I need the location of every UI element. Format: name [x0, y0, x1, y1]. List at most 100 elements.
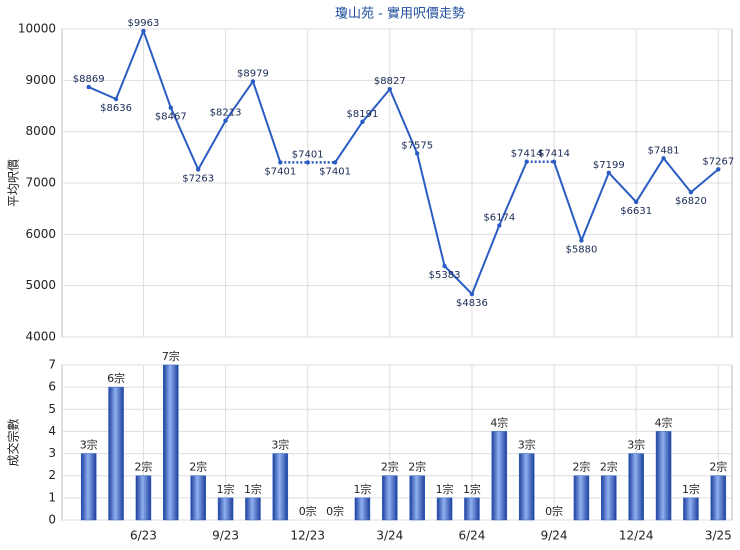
- bar: [464, 497, 480, 521]
- data-label: $8213: [210, 108, 242, 119]
- data-label: $7199: [593, 160, 625, 171]
- data-label: 4宗: [490, 415, 508, 429]
- data-label: 1宗: [436, 482, 454, 496]
- point: [414, 151, 420, 156]
- line-segment: [471, 225, 501, 295]
- data-label: $7414: [511, 149, 543, 160]
- y-tick-label: 4000: [25, 330, 56, 344]
- bar: [108, 386, 124, 521]
- data-label: 6宗: [107, 371, 125, 385]
- bar: [190, 475, 206, 521]
- point: [469, 291, 475, 297]
- bar: [163, 364, 179, 521]
- data-label: $7575: [401, 140, 433, 151]
- line-segment: [635, 157, 665, 203]
- line-segment: [115, 30, 145, 100]
- x-tick-label: 6/24: [458, 529, 485, 543]
- data-label: 3宗: [271, 438, 289, 452]
- data-label: 0宗: [299, 504, 317, 518]
- x-tick-label: 3/24: [376, 529, 403, 543]
- point: [141, 28, 146, 34]
- data-label: 0宗: [326, 504, 344, 518]
- line-segment: [224, 80, 254, 122]
- y-tick-label: 5000: [25, 278, 56, 292]
- x-tick-label: 9/23: [212, 529, 239, 543]
- point: [223, 118, 228, 123]
- line-segment: [580, 172, 610, 241]
- bar: [628, 453, 644, 521]
- data-label: 1宗: [682, 482, 700, 496]
- data-label: $7267: [702, 156, 734, 167]
- data-label: 2宗: [134, 460, 152, 474]
- y-tick-label: 6: [48, 380, 56, 394]
- line-segment: [416, 153, 446, 267]
- bar: [655, 431, 672, 521]
- bar: [272, 453, 289, 521]
- data-label: $8869: [73, 74, 105, 85]
- data-label: 3宗: [80, 438, 98, 452]
- data-label: $6820: [675, 196, 707, 207]
- bar: [710, 475, 727, 521]
- line-segment: [443, 265, 473, 295]
- data-label: $8636: [100, 103, 132, 114]
- data-label: $7401: [292, 149, 324, 160]
- point: [497, 223, 502, 228]
- point: [551, 159, 557, 164]
- bar: [135, 475, 152, 521]
- data-label: 2宗: [189, 460, 207, 474]
- line-segment: [662, 157, 692, 193]
- data-label: $6174: [483, 212, 515, 223]
- point: [86, 84, 91, 90]
- point: [305, 160, 310, 165]
- data-label: $8467: [155, 112, 187, 123]
- point: [113, 96, 119, 102]
- y-tick-label: 3: [48, 446, 56, 460]
- chart-title: 瓊山苑 - 實用呎價走勢: [335, 6, 465, 22]
- data-label: 1宗: [353, 482, 371, 496]
- point: [332, 160, 338, 165]
- y-tick-label: 9000: [25, 73, 56, 87]
- data-label: $7414: [538, 149, 570, 160]
- bar: [683, 497, 699, 521]
- line-segment: [142, 30, 172, 109]
- line-segment: [334, 121, 364, 163]
- data-label: 2宗: [709, 460, 727, 474]
- line-segment: [498, 161, 528, 226]
- y-tick-label: 2: [48, 468, 56, 482]
- data-label: 2宗: [600, 460, 618, 474]
- data-label: $5383: [429, 270, 461, 281]
- data-label: $9963: [128, 18, 160, 29]
- bar: [409, 475, 425, 521]
- point: [168, 105, 174, 110]
- bar: [382, 475, 398, 521]
- point: [360, 119, 365, 125]
- line-segment: [88, 86, 117, 100]
- data-label: 2宗: [572, 460, 590, 474]
- data-label: $7481: [648, 145, 680, 156]
- line-segment: [169, 107, 200, 170]
- x-tick-label: 12/24: [619, 529, 654, 543]
- data-label: $5880: [566, 244, 598, 255]
- point: [195, 167, 201, 172]
- y-tick-label: 10000: [18, 22, 56, 36]
- data-label: $4836: [456, 298, 488, 309]
- point: [633, 199, 639, 205]
- line-segment: [608, 172, 637, 203]
- data-label: 1宗: [217, 482, 235, 496]
- line-segment: [553, 161, 583, 241]
- bar: [573, 475, 590, 521]
- bar: [245, 497, 261, 521]
- bar: [80, 453, 97, 521]
- point: [524, 159, 529, 164]
- point: [387, 87, 393, 92]
- data-label: 1宗: [244, 482, 262, 496]
- point: [606, 170, 612, 175]
- bar: [354, 497, 371, 521]
- point: [442, 263, 447, 269]
- x-tick-label: 12/23: [290, 529, 325, 543]
- data-label: $8827: [374, 76, 406, 87]
- data-label: 0宗: [545, 504, 563, 518]
- x-tick-label: 3/25: [705, 529, 732, 543]
- point: [278, 160, 283, 165]
